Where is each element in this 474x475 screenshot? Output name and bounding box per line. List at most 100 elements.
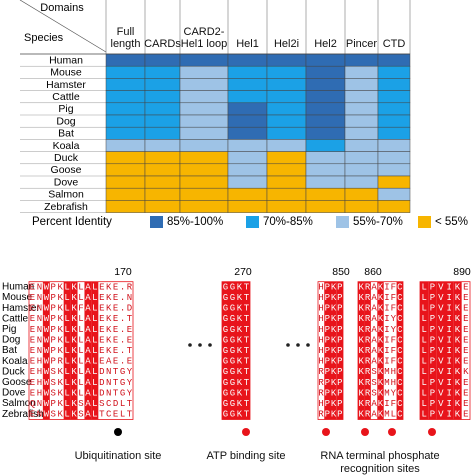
domain-header: CTD xyxy=(382,38,406,50)
heatmap-cell xyxy=(105,114,146,128)
conserved-column xyxy=(336,281,343,420)
heatmap-cell xyxy=(227,65,268,79)
heatmap-cell xyxy=(305,187,346,201)
legend-label: 85%-100% xyxy=(167,216,223,228)
conserved-column xyxy=(364,281,371,420)
domain-header: CARDs xyxy=(144,38,181,50)
sequence-conserved: ENWPKLKLALEKE.N xyxy=(30,293,134,303)
heatmap-cell xyxy=(179,65,229,79)
sequence-conserved: GGKT xyxy=(223,367,251,377)
sequence-conserved: KRSKMHC xyxy=(359,367,404,377)
sequence-conserved: HPKP xyxy=(318,293,343,303)
align-species: Human xyxy=(2,282,34,293)
sequence: LPVIKE xyxy=(421,410,471,420)
sequence-conserved: LPVIKE xyxy=(421,293,471,303)
heatmap-cell xyxy=(305,65,346,79)
sequence: GGKT xyxy=(223,367,251,377)
align-species: Hamster xyxy=(2,303,40,314)
sequence-conserved: LPVIKE xyxy=(421,378,471,388)
align-species: Dog xyxy=(2,335,20,346)
heatmap-cell xyxy=(105,53,146,67)
sequence: LPVIKE xyxy=(421,304,471,314)
heatmap-cell xyxy=(266,175,307,189)
sequence: HPKP xyxy=(318,335,343,345)
heatmap-cell xyxy=(179,175,229,189)
sequence: RPKP xyxy=(318,367,343,377)
heatmap-cell xyxy=(377,126,411,140)
heatmap-cell xyxy=(227,53,268,67)
sequence: GGKT xyxy=(223,378,251,388)
conserved-column xyxy=(377,281,384,420)
heatmap-cell xyxy=(344,151,379,165)
conserved-column xyxy=(236,281,243,420)
sequence: GGKT xyxy=(223,293,251,303)
sequence-conserved: HPKP xyxy=(318,357,343,367)
heatmap-cell xyxy=(227,90,268,104)
sequence: LPVIKE xyxy=(421,346,471,356)
sequence-conserved: KRAKIFC xyxy=(359,335,404,345)
heatmap-cell xyxy=(344,200,379,213)
position-label: 270 xyxy=(234,266,252,278)
align-species: Dove xyxy=(2,388,26,399)
heatmap-cell xyxy=(266,200,307,213)
sequence: KRAKIFC xyxy=(359,282,404,292)
heatmap-cell xyxy=(344,114,379,128)
sequence: LPVIKE xyxy=(421,335,471,345)
position-label: 890 xyxy=(453,266,471,278)
sequence: ENWPKLKLALEKE.E xyxy=(30,325,134,335)
sequence: KRSKMHC xyxy=(359,367,404,377)
sequence-conserved: KRAKMLC xyxy=(359,410,404,420)
heatmap-cell xyxy=(227,102,268,116)
sequence: GGKT xyxy=(223,346,251,356)
heatmap-cell xyxy=(305,53,346,67)
align-species: Salmon xyxy=(2,398,36,409)
sequence: ENWPKLKLALEKE.R xyxy=(30,282,134,292)
sequence-conserved: KRAKIFC xyxy=(359,282,404,292)
sequence: HPKP xyxy=(318,357,343,367)
sequence-conserved: EHWPRLKLALEAE.E xyxy=(30,357,134,367)
heatmap-cell xyxy=(227,126,268,140)
site-dot xyxy=(322,428,330,436)
sequence-conserved: LPVIKE xyxy=(421,357,471,367)
heatmap-cell xyxy=(144,163,181,177)
conserved-column xyxy=(84,281,92,420)
sequence-conserved: GGKT xyxy=(223,399,251,409)
sequence: RPKP xyxy=(318,410,343,420)
sequence-conserved: LPVIKK xyxy=(421,367,471,377)
site-dot xyxy=(428,428,436,436)
heatmap-cell xyxy=(105,200,146,213)
sequence-conserved: GGKT xyxy=(223,314,251,324)
heatmap-cell xyxy=(305,175,346,189)
heatmap-cell xyxy=(266,53,307,67)
align-species: Pig xyxy=(2,324,16,335)
sequence-conserved: LPVIKE xyxy=(421,346,471,356)
conserved-column xyxy=(358,281,365,420)
heatmap-cell xyxy=(227,139,268,152)
conserved-column xyxy=(91,281,99,420)
sequence: GGKT xyxy=(223,399,251,409)
legend-swatch xyxy=(418,216,431,228)
heatmap-cell xyxy=(344,139,379,152)
sequence-conserved: GGKT xyxy=(223,388,251,398)
sequence-conserved: HPKP xyxy=(318,325,343,335)
sequence-conserved: KRAKIFC xyxy=(359,304,404,314)
sequence: GGKT xyxy=(223,304,251,314)
conserved-column xyxy=(222,281,229,420)
sequence-conserved: GGKT xyxy=(223,335,251,345)
sequence-conserved: HPKP xyxy=(318,346,343,356)
sequence-conserved: HPKP xyxy=(318,335,343,345)
heatmap-cell xyxy=(227,187,268,201)
site-label: Ubiquitination site xyxy=(74,450,162,462)
heatmap-cell xyxy=(305,78,346,91)
position-label: 850 xyxy=(332,266,350,278)
species-label: Zebrafish xyxy=(44,201,88,213)
heatmap-cell xyxy=(377,90,411,104)
heatmap-cell xyxy=(305,114,346,128)
domains-label: Domains xyxy=(40,2,84,14)
sequence: KRAKIFC xyxy=(359,346,404,356)
block-outline xyxy=(221,281,251,420)
sequence-conserved: GGKT xyxy=(223,378,251,388)
site-dot xyxy=(361,428,369,436)
sequence: GGKT xyxy=(223,410,251,420)
